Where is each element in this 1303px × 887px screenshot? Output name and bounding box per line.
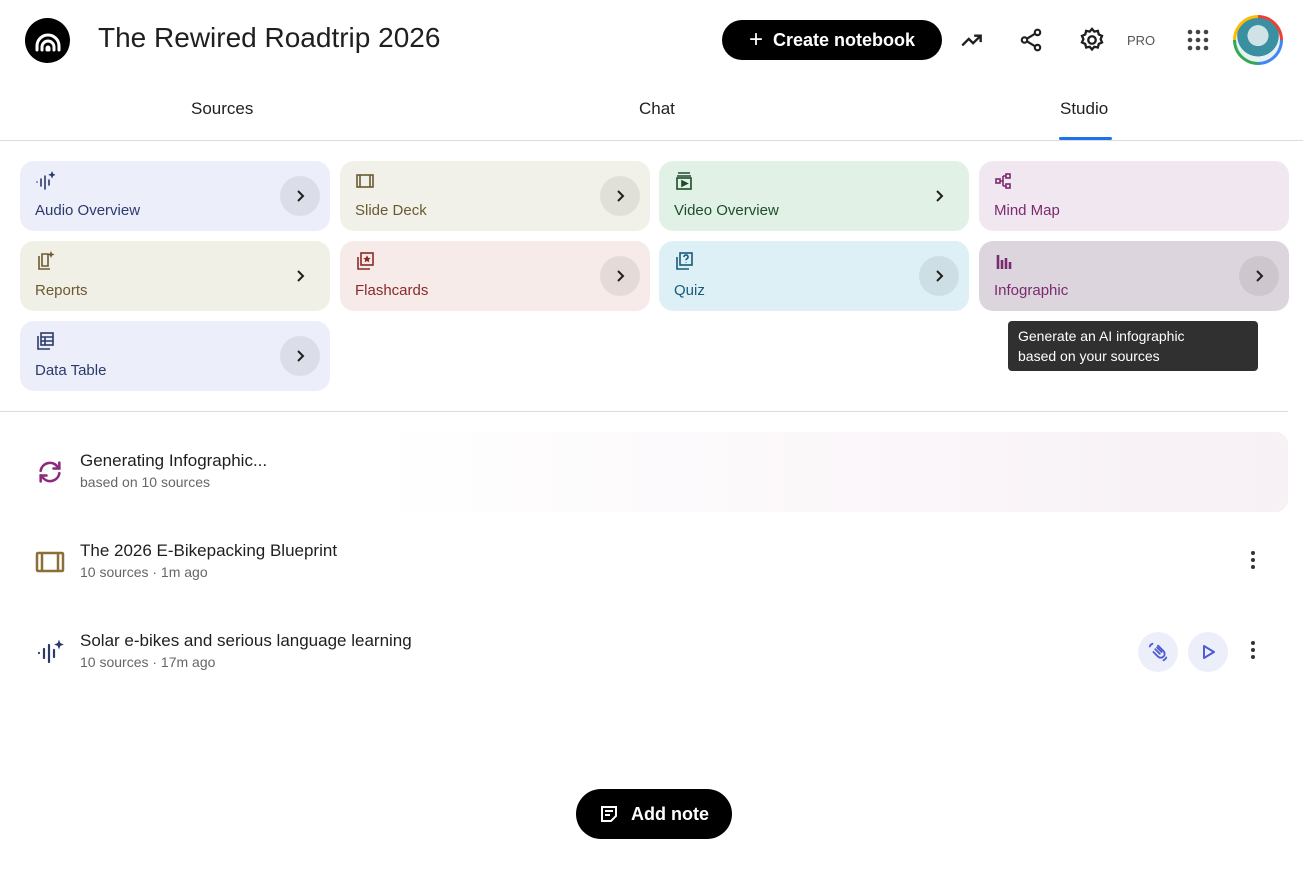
play-button[interactable]: [1188, 632, 1228, 672]
slides-icon: [34, 546, 66, 578]
chevron-right-icon[interactable]: [919, 176, 959, 216]
tooltip-line-1: Generate an AI infographic: [1018, 328, 1185, 344]
chevron-right-icon[interactable]: [280, 256, 320, 296]
section-divider: [0, 411, 1288, 412]
flashcards-icon: [357, 252, 374, 270]
tile-label: Infographic: [994, 282, 1069, 299]
output-title: Solar e-bikes and serious language learn…: [80, 631, 412, 650]
output-title: Generating Infographic...: [80, 451, 268, 470]
chevron-right-icon[interactable]: [600, 256, 640, 296]
generating-output-row: [20, 432, 1288, 512]
tab-studio[interactable]: Studio: [1060, 99, 1109, 118]
reports-icon: [38, 251, 55, 270]
studio-tile-quiz[interactable]: Quiz: [659, 241, 969, 311]
tooltip-line-2: based on your sources: [1018, 348, 1160, 364]
analytics-icon[interactable]: [956, 24, 988, 56]
tile-label: Slide Deck: [355, 202, 427, 219]
add-note-label: Add note: [631, 803, 709, 824]
note-icon: [601, 806, 617, 822]
studio-tile-flashcards[interactable]: Flashcards: [340, 241, 650, 311]
studio-tile-video-overview[interactable]: Video Overview: [659, 161, 969, 231]
add-note-button[interactable]: Add note: [576, 789, 732, 839]
tile-label: Quiz: [674, 282, 705, 299]
chevron-right-icon[interactable]: [280, 176, 320, 216]
more-vert-icon[interactable]: [1241, 638, 1265, 662]
tab-sources[interactable]: Sources: [191, 99, 254, 118]
tile-label: Mind Map: [994, 202, 1060, 219]
output-item-audio[interactable]: Solar e-bikes and serious language learn…: [80, 631, 1120, 671]
pro-badge: PRO: [1127, 33, 1156, 48]
chevron-right-icon[interactable]: [919, 256, 959, 296]
share-icon[interactable]: [1015, 24, 1047, 56]
plus-icon: +: [748, 26, 763, 53]
tile-label: Data Table: [35, 362, 107, 379]
tile-label: Audio Overview: [35, 202, 141, 219]
apps-grid-icon[interactable]: [1182, 24, 1214, 56]
tile-label: Flashcards: [355, 282, 429, 299]
table-icon: [37, 332, 54, 350]
sync-icon: [34, 456, 66, 488]
tile-label: Reports: [35, 282, 88, 299]
output-title: The 2026 E-Bikepacking Blueprint: [80, 541, 338, 560]
tab-divider: [0, 140, 1303, 141]
output-subtitle: 10 sources · 17m ago: [80, 654, 216, 670]
studio-tile-mind-map[interactable]: Mind Map: [979, 161, 1289, 231]
output-subtitle: 10 sources · 1m ago: [80, 564, 208, 580]
more-vert-icon[interactable]: [1241, 548, 1265, 572]
slides-icon: [356, 174, 374, 188]
studio-tile-infographic[interactable]: Infographic: [979, 241, 1289, 311]
studio-tile-slide-deck[interactable]: Slide Deck: [340, 161, 650, 231]
output-item-slide-deck[interactable]: The 2026 E-Bikepacking Blueprint 10 sourc…: [80, 541, 1230, 581]
create-notebook-label: Create notebook: [772, 29, 916, 50]
quiz-icon: [676, 252, 693, 270]
app-logo[interactable]: [25, 18, 70, 63]
audio-sparkle-icon: [36, 171, 55, 190]
infographic-tooltip: Generate an AI infographic based on your …: [1008, 321, 1258, 371]
waving-hand-icon: [1148, 642, 1168, 662]
settings-icon[interactable]: [1076, 24, 1108, 56]
chevron-right-icon[interactable]: [280, 336, 320, 376]
active-tab-indicator: [1059, 137, 1112, 140]
interactive-mode-button[interactable]: [1138, 632, 1178, 672]
studio-tile-audio-overview[interactable]: Audio Overview: [20, 161, 330, 231]
tab-chat[interactable]: Chat: [639, 99, 675, 118]
mind-map-icon: [995, 173, 1011, 189]
studio-tile-data-table[interactable]: Data Table: [20, 321, 330, 391]
play-icon: [1203, 645, 1215, 659]
chevron-right-icon[interactable]: [1239, 256, 1279, 296]
generating-text: Generating Infographic... based on 10 sou…: [80, 451, 267, 490]
chevron-right-icon[interactable]: [600, 176, 640, 216]
studio-tile-reports[interactable]: Reports: [20, 241, 330, 311]
create-notebook-button[interactable]: + Create notebook: [722, 20, 942, 60]
audio-sparkle-icon: [34, 636, 66, 668]
user-avatar[interactable]: [1233, 15, 1283, 65]
video-icon: [676, 172, 692, 190]
tile-label: Video Overview: [674, 202, 779, 219]
infographic-icon: [996, 255, 1012, 269]
notebook-title[interactable]: The Rewired Roadtrip 2026: [98, 22, 441, 53]
output-subtitle: based on 10 sources: [80, 474, 210, 490]
